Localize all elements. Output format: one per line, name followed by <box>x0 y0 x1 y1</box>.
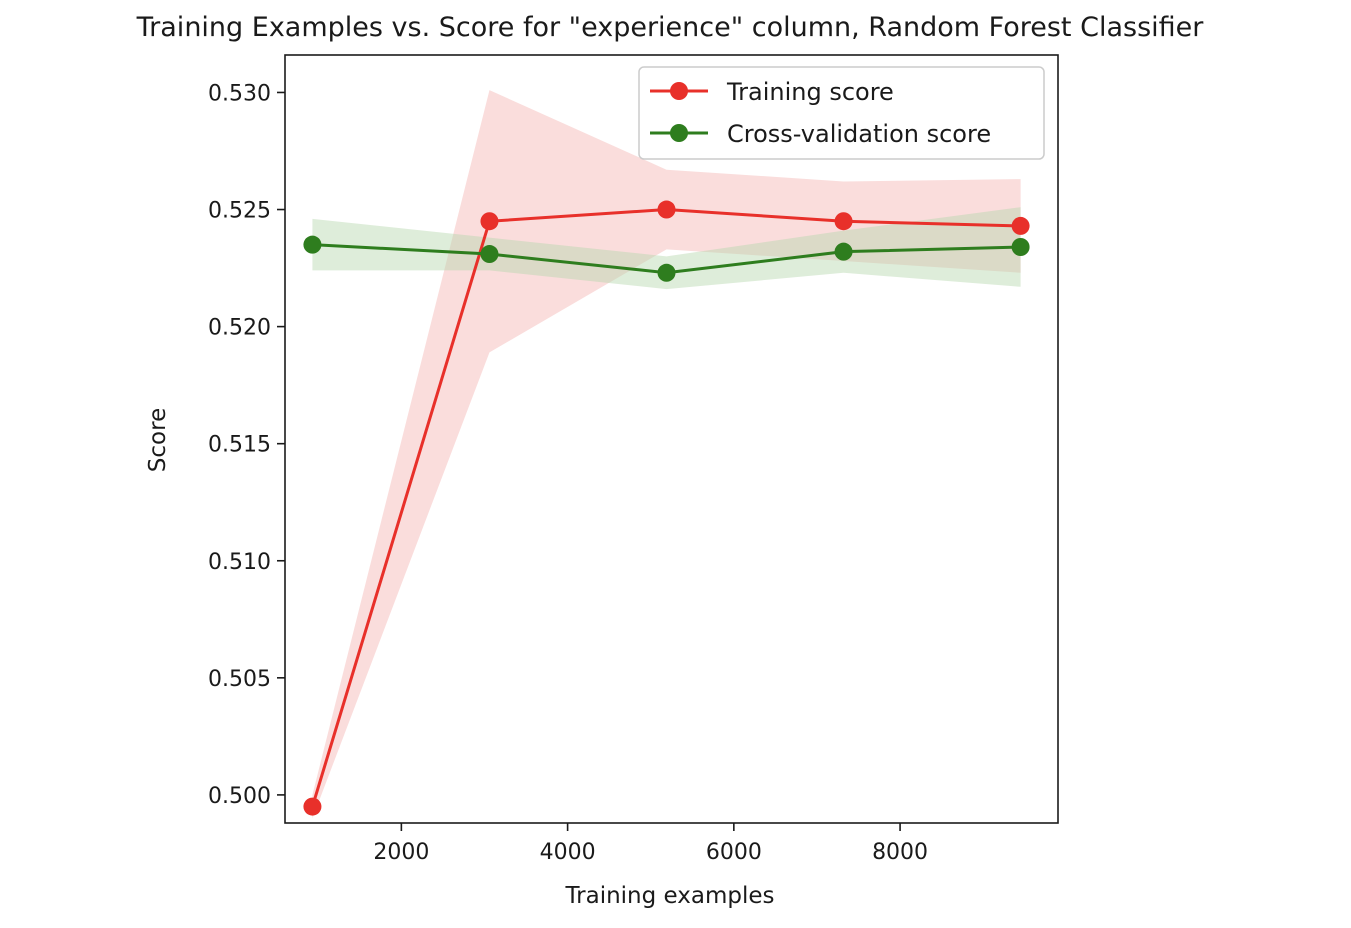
y-tick-label: 0.505 <box>208 667 271 692</box>
legend-label-training-score: Training score <box>726 78 894 106</box>
cross-validation-score-point <box>1011 238 1030 256</box>
plot-frame <box>284 54 1059 824</box>
cross-validation-score-point <box>657 263 676 282</box>
confidence-bands <box>312 90 1021 819</box>
x-axis-ticks: 2000 4000 6000 8000 <box>373 823 928 865</box>
training-score-point <box>834 212 853 231</box>
legend-box <box>638 66 1045 160</box>
x-tick-label: 4000 <box>540 840 596 865</box>
x-tick-label: 2000 <box>373 840 429 865</box>
legend-marker-cross-validation-score <box>670 124 688 142</box>
training-score-point <box>303 797 322 816</box>
x-tick-label: 6000 <box>706 840 762 865</box>
y-axis-label: Score <box>145 408 171 472</box>
y-tick-label: 0.500 <box>208 784 271 809</box>
cross-validation-score-point <box>480 245 499 264</box>
y-tick-label: 0.515 <box>208 433 271 458</box>
x-axis-label: Training examples <box>564 883 774 909</box>
legend-label-cross-validation-score: Cross-validation score <box>727 120 991 148</box>
y-tick-label: 0.510 <box>208 550 271 575</box>
training-score-point <box>657 200 676 219</box>
training-score-band <box>312 90 1021 819</box>
training-score-point <box>1011 216 1030 235</box>
y-axis-ticks: 0.500 0.505 0.510 0.515 0.520 0.525 0.530 <box>208 81 285 809</box>
chart-title: Training Examples vs. Score for "experie… <box>136 12 1205 43</box>
training-score-point <box>480 212 499 231</box>
y-tick-label: 0.525 <box>208 199 271 224</box>
cross-validation-score-band <box>312 207 1021 290</box>
y-tick-label: 0.530 <box>208 81 271 106</box>
series-points <box>303 200 1030 816</box>
y-tick-label: 0.520 <box>208 316 271 341</box>
x-tick-label: 8000 <box>872 840 928 865</box>
cross-validation-score-point <box>834 242 853 261</box>
legend: Training score Cross-validation score <box>638 66 1045 160</box>
legend-marker-training-score <box>670 82 688 100</box>
cross-validation-score-point <box>303 235 322 254</box>
